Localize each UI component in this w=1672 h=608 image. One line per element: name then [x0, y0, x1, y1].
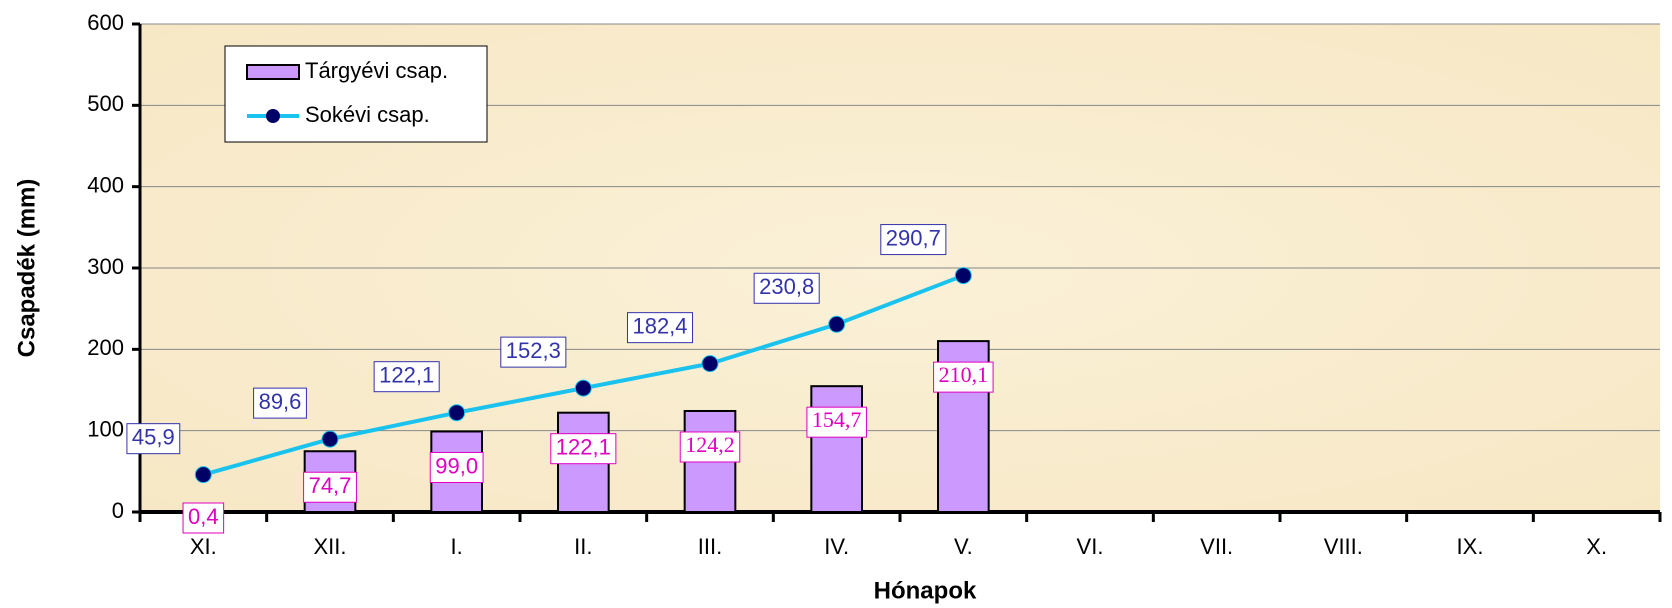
x-tick-label: IX. — [1457, 534, 1484, 559]
line-marker — [321, 430, 339, 448]
data-label-box — [303, 471, 357, 503]
data-label-box — [253, 387, 307, 419]
line-marker — [448, 404, 466, 422]
data-label: 154,7 — [812, 407, 862, 432]
x-tick-label: X. — [1586, 534, 1607, 559]
data-label: 182,4 — [632, 313, 687, 338]
legend-swatch — [246, 64, 300, 80]
data-label-box — [679, 431, 741, 463]
data-label-box — [753, 272, 820, 304]
data-label-box — [806, 406, 867, 438]
x-tick-label: VI. — [1077, 534, 1104, 559]
data-label: 290,7 — [886, 225, 941, 250]
x-tick-label: III. — [698, 534, 722, 559]
data-label-box — [880, 224, 947, 256]
x-tick-label: V. — [954, 534, 973, 559]
data-label: 152,3 — [506, 338, 561, 363]
y-tick-label: 0 — [112, 498, 124, 523]
line-marker — [574, 379, 592, 397]
y-tick-label: 400 — [87, 172, 124, 197]
data-label-box — [550, 433, 617, 465]
x-tick-label: II. — [574, 534, 592, 559]
legend-box — [224, 45, 488, 143]
x-tick-label: VII. — [1200, 534, 1233, 559]
data-label: 89,6 — [259, 389, 302, 414]
y-tick-label: 200 — [87, 335, 124, 360]
data-label: 124,2 — [685, 432, 735, 457]
data-label: 122,1 — [379, 363, 434, 388]
line-marker — [701, 355, 719, 373]
line-marker — [828, 315, 846, 333]
x-tick-label: IV. — [824, 534, 849, 559]
data-label: 230,8 — [759, 274, 814, 299]
data-label: 74,7 — [309, 473, 352, 498]
data-label-box — [126, 423, 181, 455]
y-tick-label: 500 — [87, 91, 124, 116]
data-label-box — [626, 312, 694, 344]
data-label: 45,9 — [132, 424, 175, 449]
data-label: 99,0 — [435, 453, 478, 478]
data-label-box — [933, 361, 994, 393]
data-label: 122,1 — [556, 435, 611, 460]
data-label: 0,4 — [188, 504, 219, 529]
legend-label: Sokévi csap. — [305, 102, 430, 127]
data-label-box — [182, 502, 225, 534]
y-tick-label: 600 — [87, 10, 124, 35]
x-tick-label: XII. — [313, 534, 346, 559]
line-marker — [954, 267, 972, 285]
data-label-box — [500, 336, 567, 368]
data-label-box — [429, 451, 484, 483]
legend-marker — [266, 109, 280, 123]
x-axis-label: Hónapok — [874, 577, 977, 604]
data-label: 210,1 — [939, 362, 989, 387]
y-axis-label: Csapadék (mm) — [13, 179, 40, 358]
y-tick-label: 300 — [87, 254, 124, 279]
x-tick-label: I. — [451, 534, 463, 559]
line-marker — [194, 466, 212, 484]
legend-label: Tárgyévi csap. — [305, 58, 448, 83]
y-tick-label: 100 — [87, 416, 124, 441]
data-label-box — [373, 361, 440, 393]
x-tick-label: VIII. — [1324, 534, 1363, 559]
bar — [810, 385, 863, 514]
x-tick-label: XI. — [190, 534, 217, 559]
